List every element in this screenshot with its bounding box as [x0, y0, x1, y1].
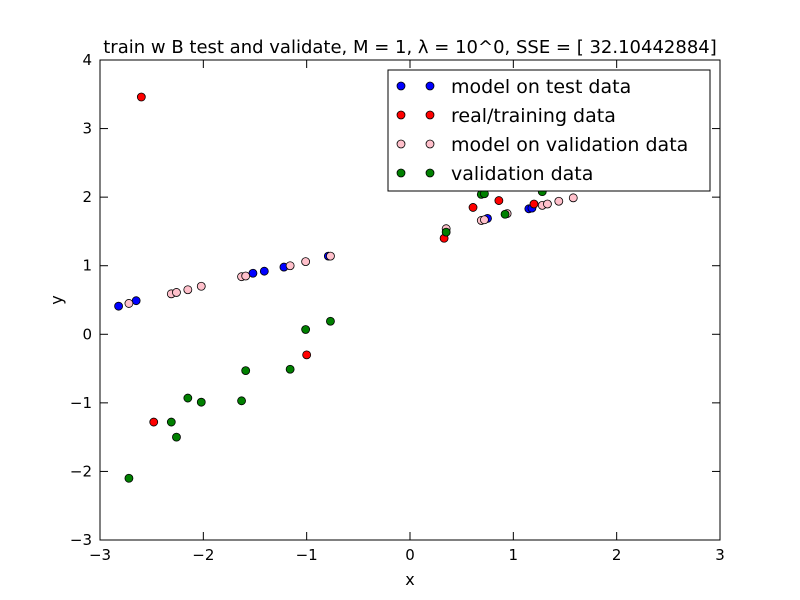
series-3 — [124, 187, 547, 483]
data-points — [114, 92, 578, 483]
legend-label: real/training data — [451, 105, 616, 127]
x-tick-label: 3 — [715, 546, 725, 564]
data-point — [500, 209, 510, 219]
data-point — [172, 288, 181, 297]
data-point — [149, 417, 159, 427]
data-point — [196, 397, 206, 407]
data-point — [259, 266, 269, 276]
plot-frame — [99, 59, 721, 541]
data-point — [554, 196, 564, 206]
y-tick-label: 4 — [82, 51, 92, 69]
data-point — [285, 261, 295, 271]
y-axis-label: y — [47, 295, 66, 304]
data-point — [248, 268, 258, 278]
x-tick-label: −3 — [89, 546, 111, 564]
data-point — [302, 350, 312, 360]
y-tick-label: 0 — [82, 325, 92, 343]
data-point — [285, 364, 295, 374]
x-axis-label: x — [405, 570, 414, 589]
y-tick-label: 3 — [82, 120, 92, 138]
y-tick-label: −2 — [70, 462, 92, 480]
legend-marker — [425, 110, 435, 120]
data-point — [124, 473, 134, 483]
series-1 — [136, 92, 539, 427]
data-point — [326, 251, 335, 261]
data-point — [543, 199, 552, 209]
legend-marker — [396, 81, 406, 91]
data-point — [183, 285, 193, 295]
x-tick-label: 1 — [509, 546, 519, 564]
data-point — [468, 203, 478, 212]
legend-marker — [425, 139, 435, 149]
y-tick-label: −3 — [70, 531, 92, 549]
legend-label: validation data — [451, 163, 593, 185]
data-point — [301, 257, 311, 267]
x-tick-label: 0 — [405, 546, 415, 564]
legend-marker — [396, 168, 406, 178]
data-point — [131, 296, 141, 306]
legend-marker — [396, 139, 406, 149]
legend-marker — [425, 168, 435, 178]
data-point — [196, 281, 206, 291]
data-point — [166, 417, 176, 427]
x-tick-label: −1 — [296, 546, 318, 564]
data-point — [326, 316, 335, 326]
legend: model on test data real/training data mode… — [387, 69, 711, 192]
data-point — [479, 215, 489, 225]
legend-marker — [396, 110, 406, 120]
data-point — [241, 271, 251, 281]
legend-marker — [425, 81, 435, 91]
y-tick-label: 2 — [82, 188, 92, 206]
data-point — [529, 199, 539, 209]
legend-label: model on validation data — [451, 134, 688, 156]
data-point — [136, 92, 146, 102]
legend-label: model on test data — [451, 76, 631, 98]
x-tick-label: 2 — [612, 546, 622, 564]
data-point — [301, 325, 311, 334]
data-point — [114, 301, 123, 311]
data-point — [237, 396, 246, 406]
data-point — [494, 196, 504, 205]
data-point — [183, 393, 193, 403]
legend-box — [387, 69, 711, 192]
data-point — [441, 227, 451, 237]
y-tick-label: −1 — [70, 394, 92, 412]
data-point — [241, 366, 251, 376]
series-2 — [124, 193, 578, 308]
x-tick-label: −2 — [192, 546, 214, 564]
chart-title: train w B test and validate, M = 1, λ = … — [103, 37, 717, 58]
data-point — [124, 299, 134, 308]
data-point — [172, 432, 181, 442]
y-tick-label: 1 — [82, 257, 92, 275]
data-point — [568, 193, 578, 203]
